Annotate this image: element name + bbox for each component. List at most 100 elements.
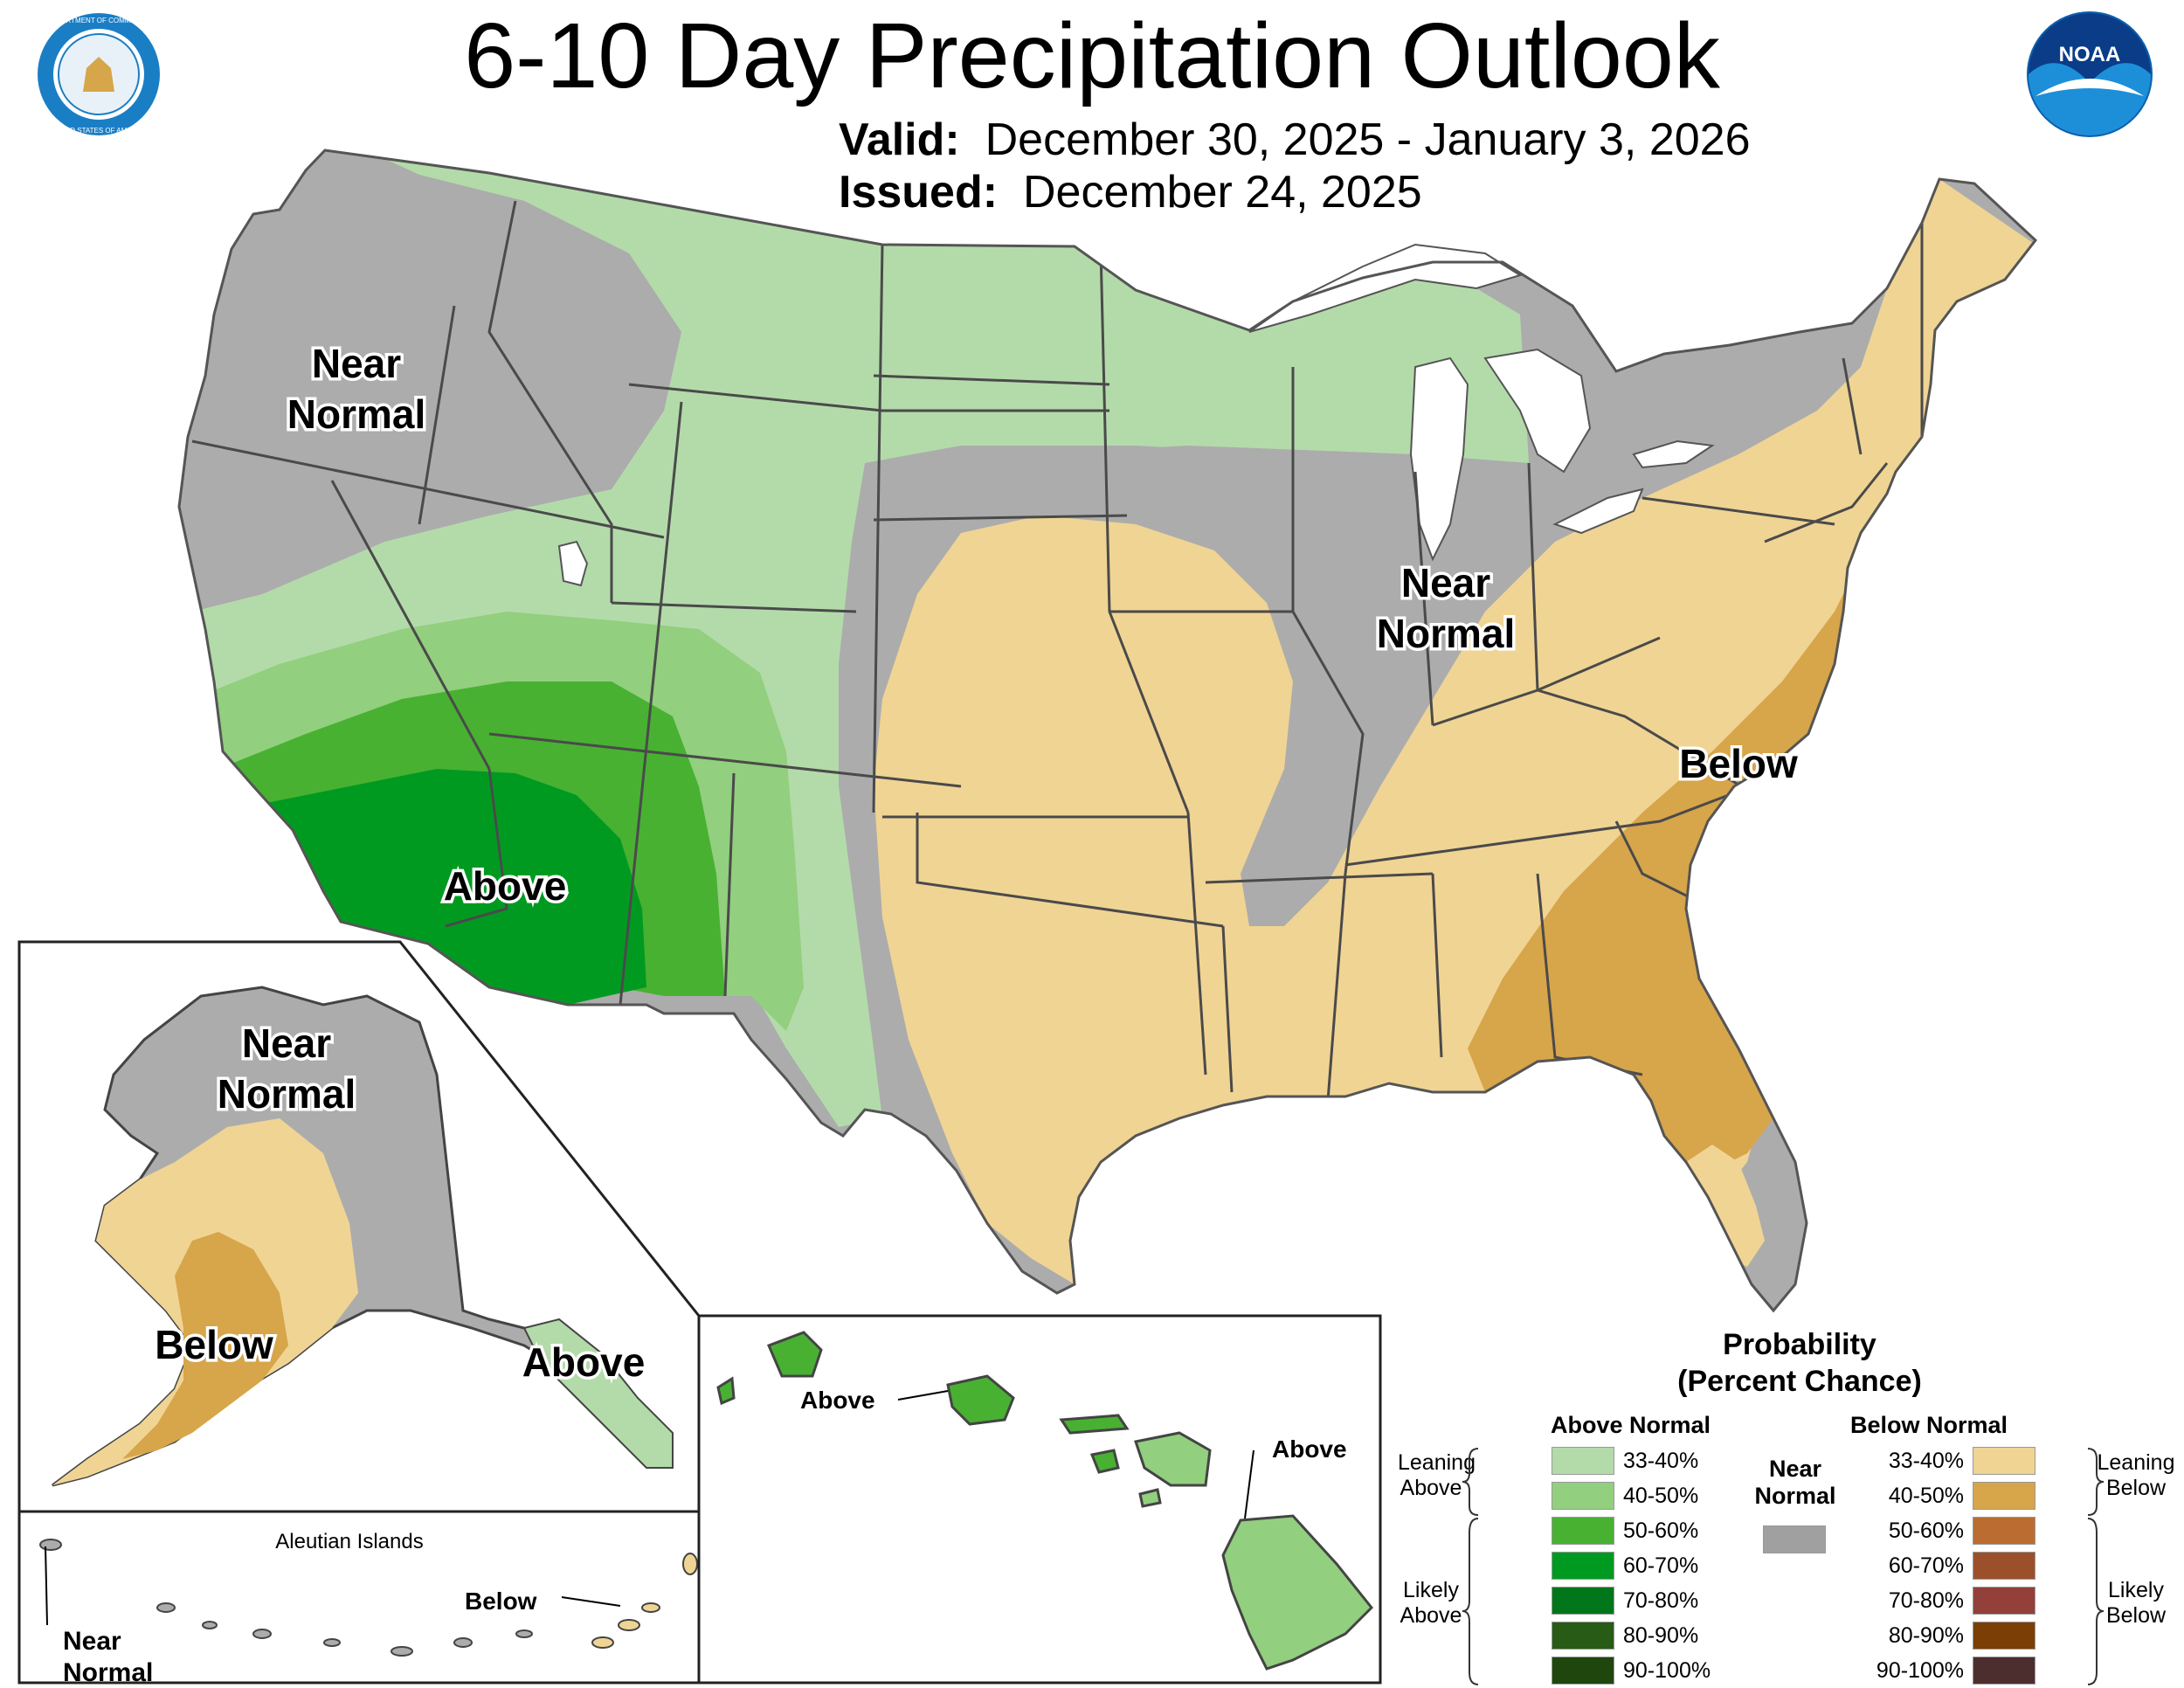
alaska-panhandle-above: [522, 1318, 674, 1469]
legend-below-header: Below Normal: [1850, 1412, 2008, 1438]
seal-ring-top: DEPARTMENT OF COMMERCE: [47, 17, 149, 24]
state-borders: [191, 200, 1924, 1102]
conus-outline: [177, 149, 2038, 1313]
below-range-label: 60-70%: [1888, 1553, 1964, 1578]
above-legend-row: 80-90%: [1552, 1622, 1719, 1650]
kahoolawe: [1138, 1488, 1162, 1508]
above-swatch: [1552, 1517, 1614, 1545]
below-legend-row: 90-100%: [1868, 1657, 2035, 1685]
valid-dates: December 30, 2025 - January 3, 2026: [985, 114, 1751, 165]
legend-above-header: Above Normal: [1551, 1412, 1711, 1438]
below-swatch: [1973, 1622, 2035, 1650]
below-legend-row: 70-80%: [1868, 1587, 2035, 1615]
below-legend-row: 60-70%: [1868, 1552, 2035, 1580]
above-swatch: [1552, 1622, 1614, 1650]
leaning-below-1: Leaning: [2097, 1450, 2175, 1475]
above-range-label: 40-50%: [1623, 1483, 1699, 1508]
valid-line: Valid: December 30, 2025 - January 3, 20…: [839, 114, 1751, 166]
above-swatch: [1552, 1447, 1614, 1475]
near-normal-label: Near Normal: [1743, 1456, 1848, 1510]
leaning-above-label: Leaning Above: [1398, 1450, 1476, 1501]
above-swatch: [1552, 1657, 1614, 1685]
above-legend-row: 33-40%: [1552, 1447, 1719, 1475]
near-normal-nw-region: [179, 150, 681, 620]
legend-title: Probability (Percent Chance): [1599, 1326, 2001, 1400]
near-normal-label-2: Normal: [1754, 1483, 1836, 1509]
below-range-label: 80-90%: [1888, 1622, 1964, 1648]
hawaii-labels: Above Above: [800, 1387, 1347, 1463]
near-normal-texas-region: [987, 1223, 1083, 1311]
above-legend-row: 70-80%: [1552, 1587, 1719, 1615]
below-swatch: [1973, 1552, 2035, 1580]
hawaii-label-right: Above: [1272, 1435, 1347, 1463]
great-lakes: [557, 243, 1715, 587]
below-range-label: 90-100%: [1876, 1657, 1964, 1683]
below-florida-patch: [1686, 1145, 1765, 1267]
leaning-below-label: Leaning Below: [2097, 1450, 2175, 1501]
below-range-label: 50-60%: [1888, 1518, 1964, 1543]
below-legend-row: 50-60%: [1868, 1517, 2035, 1545]
label-ak-near-1: Near: [242, 1020, 331, 1066]
leaning-above-2: Above: [1400, 1476, 1462, 1500]
below-range-label: 70-80%: [1888, 1588, 1964, 1613]
label-sw-above: Above: [444, 863, 567, 909]
below-legend-row: 40-50%: [1868, 1482, 2035, 1510]
above-60-70-region: [262, 769, 646, 1005]
label-mw-near-1: Near: [1401, 560, 1490, 605]
above-range-label: 90-100%: [1623, 1657, 1711, 1683]
likely-above-label: Likely Above: [1398, 1578, 1464, 1629]
hawaii-inset: [697, 1314, 1382, 1685]
above-legend-row: 50-60%: [1552, 1517, 1719, 1545]
lake-erie: [1552, 488, 1644, 535]
above-range-label: 50-60%: [1623, 1518, 1699, 1543]
issued-line: Issued: December 24, 2025: [839, 166, 1422, 218]
above-range-label: 80-90%: [1623, 1622, 1699, 1648]
alaska-inset: [17, 940, 701, 1513]
oahu: [946, 1374, 1015, 1426]
below-swatch: [1973, 1587, 2035, 1615]
above-range-label: 70-80%: [1623, 1588, 1699, 1613]
great-salt-lake: [557, 540, 589, 587]
legend-title-line1: Probability: [1723, 1328, 1876, 1361]
lake-superior: [1248, 243, 1523, 333]
lake-ontario: [1632, 439, 1715, 469]
legend-title-line2: (Percent Chance): [1677, 1365, 1922, 1398]
aleutian-labels: Aleutian Islands Below Near Normal: [63, 1530, 537, 1687]
below-range-label: 40-50%: [1888, 1483, 1964, 1508]
kauai: [767, 1331, 823, 1378]
likely-above-1: Likely: [1403, 1578, 1459, 1602]
molokai: [1059, 1414, 1130, 1435]
hawaii-label-left: Above: [800, 1387, 875, 1414]
below-33-40-region: [874, 179, 2035, 1311]
below-swatch: [1973, 1447, 2035, 1475]
maui: [1134, 1431, 1212, 1487]
lanai: [1089, 1449, 1120, 1474]
near-normal-swatch: [1763, 1525, 1826, 1553]
label-se-below: Below: [1679, 741, 1798, 786]
aleutian-title: Aleutian Islands: [275, 1530, 423, 1553]
legend-braces: [1462, 1448, 2105, 1685]
page-title: 6-10 Day Precipitation Outlook: [464, 4, 1720, 107]
near-normal-label-1: Near: [1768, 1456, 1822, 1482]
valid-label: Valid:: [839, 114, 960, 165]
alaska-labels: Near Normal Below Above: [152, 1018, 648, 1388]
likely-below-1: Likely: [2108, 1578, 2164, 1602]
noaa-text: NOAA: [2059, 43, 2121, 66]
above-range-label: 33-40%: [1623, 1448, 1699, 1473]
legend: Probability (Percent Chance) Above Norma…: [1398, 1326, 2184, 1688]
likely-below-label: Likely Below: [2097, 1578, 2175, 1629]
below-swatch: [1973, 1482, 2035, 1510]
issued-label: Issued:: [839, 167, 999, 218]
above-swatch: [1552, 1482, 1614, 1510]
aleutian-inset: [17, 1510, 701, 1685]
doc-seal-logo: DEPARTMENT OF COMMERCE UNITED STATES OF …: [38, 13, 160, 135]
label-ak-near-2: Normal: [218, 1071, 356, 1117]
label-ak-above: Above: [522, 1339, 646, 1385]
label-nw-near-2: Normal: [287, 391, 425, 437]
below-legend-row: 33-40%: [1868, 1447, 2035, 1475]
above-legend-row: 60-70%: [1552, 1552, 1719, 1580]
leaning-below-2: Below: [2105, 1476, 2167, 1500]
aleutian-near-2: Normal: [63, 1658, 153, 1687]
above-swatch: [1552, 1552, 1614, 1580]
